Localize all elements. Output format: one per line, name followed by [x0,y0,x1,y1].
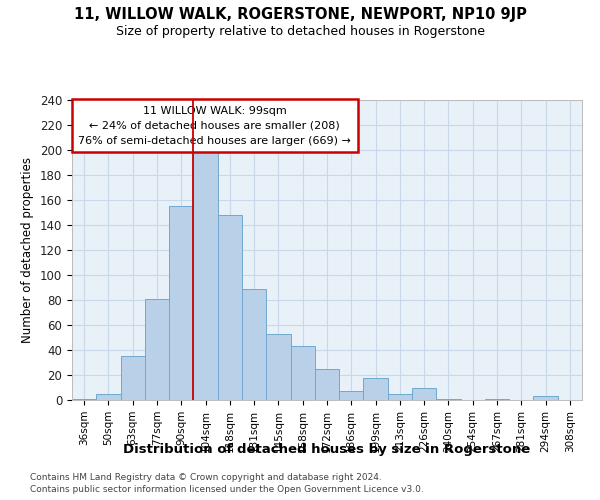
Text: Distribution of detached houses by size in Rogerstone: Distribution of detached houses by size … [124,442,530,456]
Bar [96,394,121,400]
Bar [339,391,364,400]
Bar [121,356,145,400]
Bar [290,346,315,400]
Text: 11 WILLOW WALK: 99sqm
← 24% of detached houses are smaller (208)
76% of semi-det: 11 WILLOW WALK: 99sqm ← 24% of detached … [79,106,351,146]
Bar [485,399,509,400]
Y-axis label: Number of detached properties: Number of detached properties [22,157,34,343]
Text: Contains public sector information licensed under the Open Government Licence v3: Contains public sector information licen… [30,485,424,494]
Bar [218,215,242,400]
Bar [364,378,388,400]
Text: Size of property relative to detached houses in Rogerstone: Size of property relative to detached ho… [115,25,485,38]
Text: Contains HM Land Registry data © Crown copyright and database right 2024.: Contains HM Land Registry data © Crown c… [30,472,382,482]
Bar [72,399,96,400]
Bar [266,334,290,400]
Bar [169,206,193,400]
Text: 11, WILLOW WALK, ROGERSTONE, NEWPORT, NP10 9JP: 11, WILLOW WALK, ROGERSTONE, NEWPORT, NP… [74,8,526,22]
Bar [242,289,266,400]
Bar [145,298,169,400]
Bar [315,369,339,400]
Bar [533,396,558,400]
Bar [436,399,461,400]
Bar [388,394,412,400]
Bar [412,388,436,400]
Bar [193,149,218,400]
